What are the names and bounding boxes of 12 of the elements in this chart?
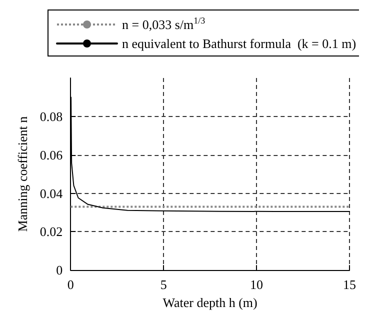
y-tick-label: 0.06 — [40, 147, 64, 162]
y-tick-label: 0.08 — [40, 108, 63, 124]
x-tick-label: 15 — [343, 277, 356, 292]
y-tick-label: 0.02 — [40, 224, 63, 240]
x-tick-label: 5 — [160, 277, 167, 292]
legend-label: n equivalent to Bathurst formula (k = 0.1 m) — [122, 36, 356, 51]
x-axis-title: Water depth h (m) — [162, 295, 258, 310]
y-tick-label: 0.04 — [40, 186, 64, 201]
y-axis-title: Manning coefficient n — [15, 116, 30, 232]
y-tick-label: 0 — [56, 262, 63, 278]
x-tick-label: 0 — [67, 277, 74, 292]
x-tick-label: 10 — [250, 277, 264, 292]
